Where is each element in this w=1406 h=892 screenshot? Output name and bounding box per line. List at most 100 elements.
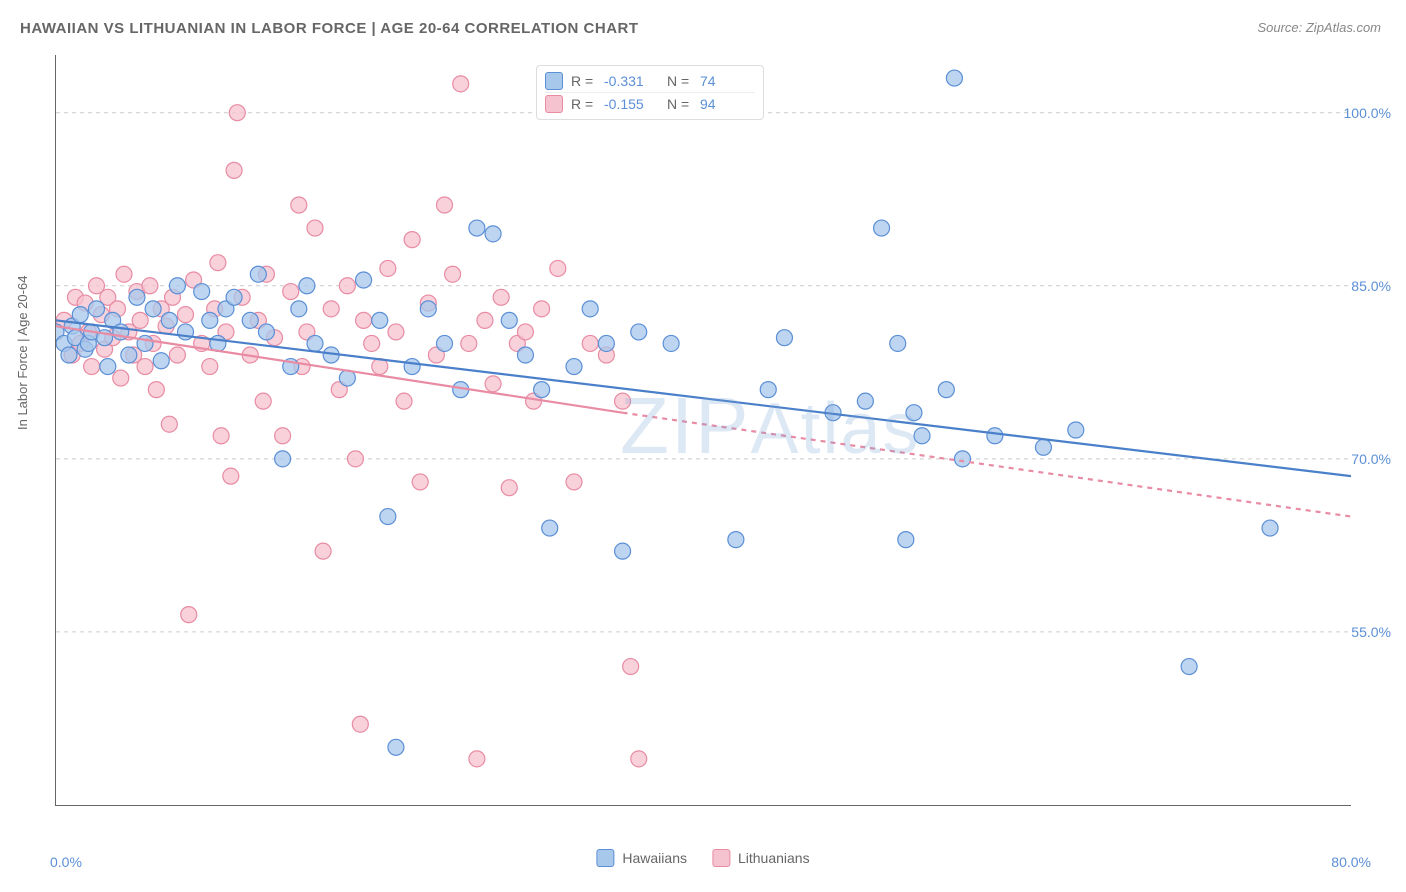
regression-line-extrapolated <box>623 413 1351 517</box>
data-point <box>226 289 242 305</box>
data-point <box>255 393 271 409</box>
data-point <box>501 480 517 496</box>
data-point <box>420 301 436 317</box>
data-point <box>437 335 453 351</box>
legend-item: Hawaiians <box>596 849 687 867</box>
data-point <box>437 197 453 213</box>
data-point <box>534 382 550 398</box>
data-point <box>461 335 477 351</box>
data-point <box>88 301 104 317</box>
stat-value-n: 74 <box>700 73 755 89</box>
y-axis-label: In Labor Force | Age 20-64 <box>15 276 30 430</box>
legend-swatch <box>596 849 614 867</box>
data-point <box>469 751 485 767</box>
data-point <box>210 255 226 271</box>
data-point <box>955 451 971 467</box>
y-tick-label: 85.0% <box>1351 278 1391 294</box>
data-point <box>129 289 145 305</box>
data-point <box>213 428 229 444</box>
data-point <box>582 301 598 317</box>
data-point <box>299 278 315 294</box>
data-point <box>380 260 396 276</box>
data-point <box>469 220 485 236</box>
data-point <box>1181 659 1197 675</box>
data-point <box>202 359 218 375</box>
data-point <box>291 301 307 317</box>
data-point <box>84 359 100 375</box>
data-point <box>485 226 501 242</box>
data-point <box>275 428 291 444</box>
data-point <box>116 266 132 282</box>
data-point <box>169 347 185 363</box>
stat-value-r: -0.155 <box>604 96 659 112</box>
data-point <box>72 307 88 323</box>
data-point <box>315 543 331 559</box>
data-point <box>550 260 566 276</box>
data-point <box>229 105 245 121</box>
data-point <box>380 509 396 525</box>
data-point <box>169 278 185 294</box>
data-point <box>582 335 598 351</box>
data-point <box>566 474 582 490</box>
data-point <box>890 335 906 351</box>
data-point <box>493 289 509 305</box>
data-point <box>396 393 412 409</box>
data-point <box>61 347 77 363</box>
data-point <box>534 301 550 317</box>
data-point <box>145 301 161 317</box>
data-point <box>388 739 404 755</box>
legend-label: Lithuanians <box>738 850 810 866</box>
data-point <box>161 312 177 328</box>
y-tick-label: 100.0% <box>1344 105 1391 121</box>
data-point <box>113 370 129 386</box>
data-point <box>663 335 679 351</box>
data-point <box>372 312 388 328</box>
stat-label-n: N = <box>667 73 692 89</box>
data-point <box>1262 520 1278 536</box>
stat-value-r: -0.331 <box>604 73 659 89</box>
data-point <box>728 532 744 548</box>
legend-swatch <box>545 72 563 90</box>
data-point <box>857 393 873 409</box>
data-point <box>914 428 930 444</box>
data-point <box>898 532 914 548</box>
legend-item: Lithuanians <box>712 849 810 867</box>
stat-label-r: R = <box>571 96 596 112</box>
chart-source: Source: ZipAtlas.com <box>1257 20 1381 35</box>
regression-line <box>56 320 1351 476</box>
data-point <box>242 312 258 328</box>
data-point <box>1068 422 1084 438</box>
x-axis-min-label: 0.0% <box>50 854 82 870</box>
data-point <box>517 324 533 340</box>
scatter-plot-svg <box>56 55 1351 805</box>
legend-swatch <box>712 849 730 867</box>
data-point <box>1035 439 1051 455</box>
data-point <box>623 659 639 675</box>
data-point <box>946 70 962 86</box>
data-point <box>517 347 533 363</box>
data-point <box>283 284 299 300</box>
stat-label-r: R = <box>571 73 596 89</box>
data-point <box>178 307 194 323</box>
data-point <box>388 324 404 340</box>
data-point <box>874 220 890 236</box>
y-tick-label: 70.0% <box>1351 451 1391 467</box>
data-point <box>307 220 323 236</box>
data-point <box>202 312 218 328</box>
data-point <box>148 382 164 398</box>
data-point <box>181 607 197 623</box>
data-point <box>938 382 954 398</box>
data-point <box>142 278 158 294</box>
data-point <box>323 301 339 317</box>
data-point <box>121 347 137 363</box>
data-point <box>352 716 368 732</box>
data-point <box>275 451 291 467</box>
data-point <box>404 232 420 248</box>
data-point <box>477 312 493 328</box>
data-point <box>100 359 116 375</box>
data-point <box>258 324 274 340</box>
data-point <box>356 272 372 288</box>
data-point <box>631 751 647 767</box>
data-point <box>453 76 469 92</box>
data-point <box>132 312 148 328</box>
